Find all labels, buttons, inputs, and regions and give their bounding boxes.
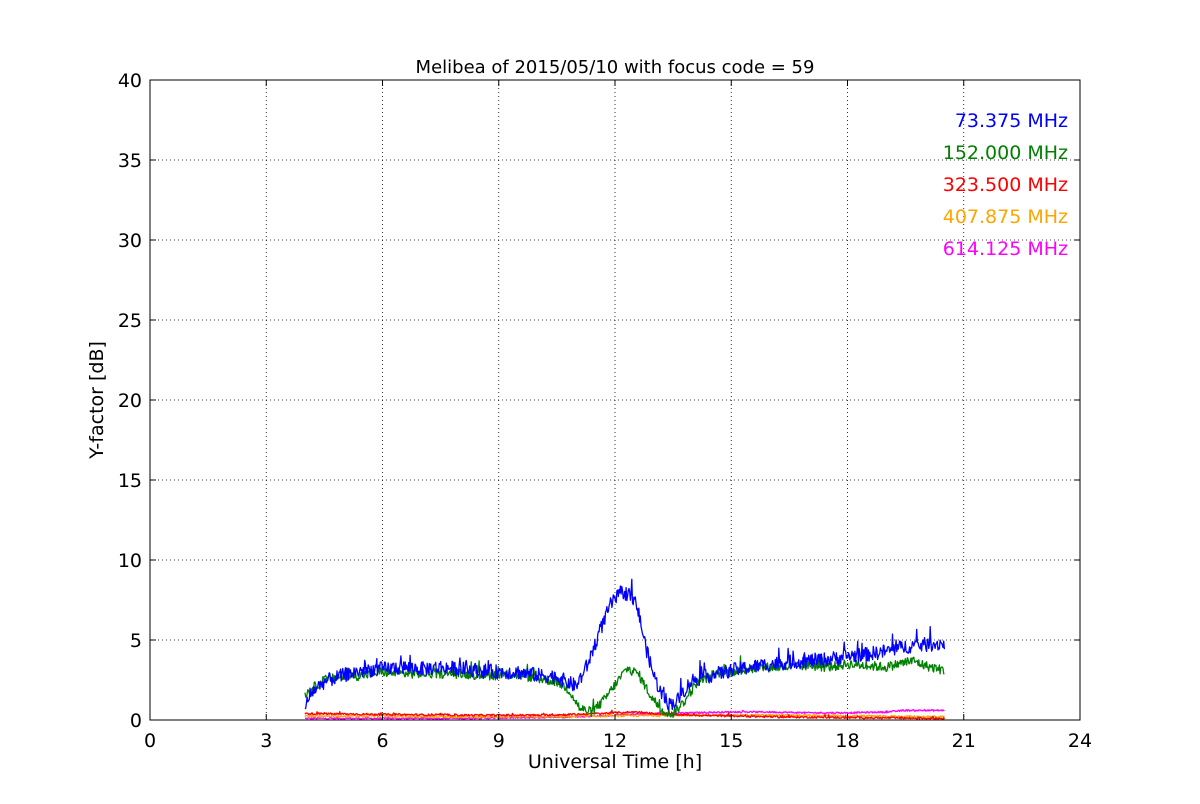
y-tick-label: 35 bbox=[118, 150, 142, 172]
x-tick-label: 24 bbox=[1068, 730, 1092, 752]
y-tick-label: 5 bbox=[130, 630, 142, 652]
x-tick-label: 18 bbox=[835, 730, 859, 752]
x-tick-label: 12 bbox=[603, 730, 627, 752]
series-line bbox=[304, 578, 946, 711]
x-tick-label: 0 bbox=[144, 730, 156, 752]
x-tick-label: 15 bbox=[719, 730, 743, 752]
series-line bbox=[304, 709, 945, 720]
y-axis-label: Y-factor [dB] bbox=[86, 341, 108, 460]
grid-lines bbox=[150, 80, 1080, 720]
data-series bbox=[304, 578, 946, 720]
x-tick-label: 6 bbox=[376, 730, 388, 752]
axis-ticks: 0 3 6 9 12 15 18 21 24 0 5 10 15 20 25 30 35 40 bbox=[118, 70, 1092, 752]
y-tick-label: 15 bbox=[118, 470, 142, 492]
legend-label: 73.375 MHz bbox=[955, 110, 1068, 132]
legend: 73.375 MHz 152.000 MHz 323.500 MHz 407.875 … bbox=[943, 110, 1068, 260]
series-line bbox=[304, 654, 945, 718]
legend-label: 614.125 MHz bbox=[943, 238, 1068, 260]
y-tick-label: 10 bbox=[118, 550, 142, 572]
y-tick-label: 40 bbox=[118, 70, 142, 92]
x-tick-label: 21 bbox=[952, 730, 976, 752]
x-tick-label: 3 bbox=[260, 730, 272, 752]
x-axis-label: Universal Time [h] bbox=[528, 751, 702, 773]
legend-label: 152.000 MHz bbox=[943, 142, 1068, 164]
y-tick-label: 30 bbox=[118, 230, 142, 252]
y-tick-label: 0 bbox=[130, 710, 142, 732]
x-tick-label: 9 bbox=[493, 730, 505, 752]
legend-label: 407.875 MHz bbox=[943, 206, 1068, 228]
series-line bbox=[304, 712, 945, 719]
y-tick-label: 25 bbox=[118, 310, 142, 332]
chart-title: Melibea of 2015/05/10 with focus code = … bbox=[416, 57, 815, 78]
legend-label: 323.500 MHz bbox=[943, 174, 1068, 196]
y-tick-label: 20 bbox=[118, 390, 142, 412]
